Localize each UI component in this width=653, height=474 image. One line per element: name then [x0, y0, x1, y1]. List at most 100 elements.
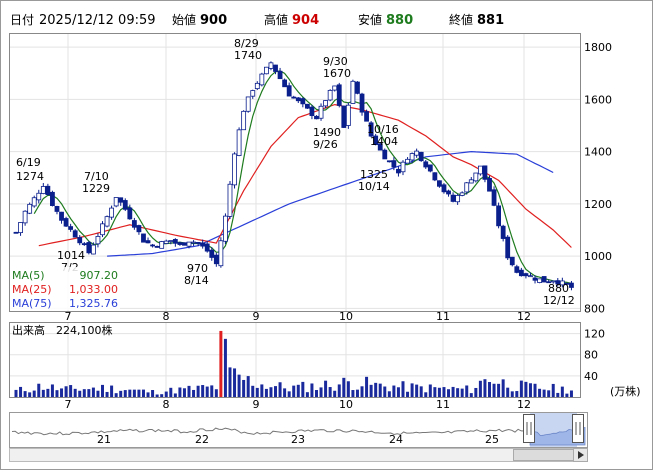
ma75-legend-value: 1,325.76	[69, 297, 118, 310]
candle-body	[40, 186, 46, 194]
candle-body	[13, 231, 19, 234]
candle-body	[537, 278, 542, 283]
volume-bar	[524, 381, 528, 397]
volume-bar	[192, 389, 196, 397]
candle-body	[523, 273, 529, 277]
navigator-right-handle[interactable]	[572, 414, 584, 443]
candle-body	[18, 222, 23, 234]
candle-body	[118, 197, 124, 203]
volume-bar	[64, 386, 68, 397]
candle-body	[405, 158, 410, 164]
price-tick-label: 800	[584, 302, 605, 315]
volume-bar	[401, 381, 405, 397]
volume-bar	[292, 385, 296, 397]
volume-bar	[128, 389, 132, 397]
volume-bar	[324, 380, 328, 397]
scrollbar-thumb[interactable]	[513, 449, 574, 461]
month-tick-label: 9	[253, 310, 260, 323]
candle-body	[141, 233, 146, 243]
volume-bar	[41, 389, 45, 397]
low-label: 安値	[358, 12, 382, 27]
navigator-tick-label: 24	[389, 433, 403, 446]
volume-bar	[169, 387, 173, 397]
volume-bar	[296, 384, 300, 397]
candle-body	[182, 242, 187, 246]
candle-body	[400, 161, 406, 173]
candle-body	[432, 172, 438, 181]
volume-bar	[274, 386, 278, 397]
candle-body	[36, 192, 42, 201]
candle-body	[145, 240, 151, 244]
volume-bar	[182, 388, 186, 397]
volume-bar	[510, 391, 514, 397]
candle-body	[127, 207, 133, 220]
volume-bar	[187, 385, 191, 397]
volume-bar	[515, 391, 519, 397]
scrollbar-track[interactable]	[9, 448, 588, 462]
volume-bar	[314, 390, 318, 397]
volume-bar	[424, 392, 428, 397]
price-tick-label: 1600	[584, 93, 612, 106]
candle-body	[345, 104, 351, 126]
volume-bar	[342, 377, 346, 397]
volume-bar	[242, 379, 246, 397]
datetime: 2025/12/12 09:59	[39, 13, 156, 28]
candlestick-series	[13, 61, 574, 291]
range-navigator[interactable]: 21 22 23 24 25	[9, 412, 588, 448]
candle-body	[245, 96, 251, 112]
volume-bar	[82, 389, 86, 397]
volume-bar	[87, 389, 91, 397]
volume-bar	[264, 388, 268, 397]
candle-body	[150, 244, 155, 247]
volume-bar	[123, 390, 127, 397]
candle-body	[496, 205, 502, 227]
candle-body	[473, 172, 479, 182]
candle-body	[464, 182, 470, 193]
candle-body	[63, 218, 69, 227]
candle-body	[236, 129, 242, 156]
candle-body	[264, 66, 269, 75]
volume-bar	[205, 386, 209, 397]
price-grid	[10, 34, 580, 311]
candle-body	[373, 135, 379, 145]
navigator-tick-label: 23	[291, 433, 305, 446]
annotation-date: 7/10	[84, 170, 109, 183]
volume-bar	[287, 391, 291, 397]
candle-body	[254, 82, 260, 90]
volume-bar	[360, 386, 364, 397]
annotation-date: 6/19	[16, 156, 41, 169]
volume-bar	[305, 392, 309, 397]
annotation-value: 1740	[234, 49, 262, 62]
volume-bar	[96, 390, 100, 397]
volume-bar	[110, 385, 114, 397]
annotation-date: 10/16	[367, 123, 399, 136]
volume-panel	[9, 322, 581, 398]
navigator-tick-label: 21	[97, 433, 111, 446]
candle-body	[177, 242, 183, 245]
navigator-left-handle[interactable]	[523, 414, 535, 443]
close-value: 881	[477, 13, 504, 28]
annotation-value: 1274	[16, 170, 44, 183]
volume-bar	[542, 389, 546, 397]
candle-body	[332, 85, 338, 91]
candle-body	[455, 195, 461, 203]
volume-bar	[351, 390, 355, 397]
candle-body	[391, 160, 397, 168]
candle-body	[163, 240, 169, 244]
volume-bar	[547, 390, 551, 397]
candle-body	[532, 277, 538, 281]
candle-body	[109, 207, 115, 218]
candle-body	[364, 111, 369, 122]
ma25-legend-label: MA(25)	[12, 283, 52, 296]
candle-body	[550, 280, 556, 283]
candle-body	[277, 70, 283, 80]
candle-body	[113, 197, 119, 207]
volume-bar	[260, 384, 264, 397]
price-tick-label: 1800	[584, 41, 612, 54]
candle-body	[223, 215, 228, 242]
candle-body	[477, 165, 483, 175]
volume-bar	[483, 379, 487, 397]
volume-bar	[501, 379, 505, 397]
candle-body	[559, 280, 565, 286]
horizontal-scrollbar[interactable]	[9, 448, 588, 462]
